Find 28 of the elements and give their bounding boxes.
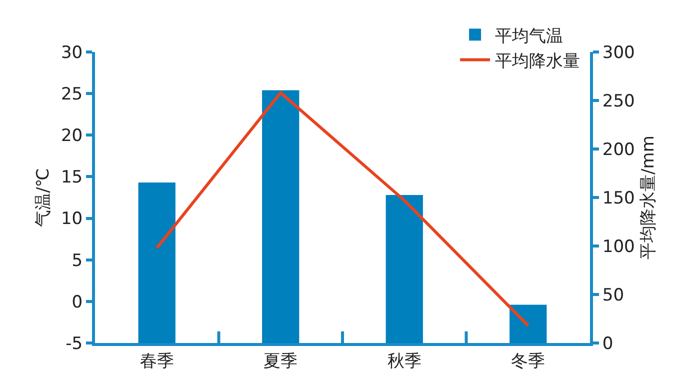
x-tick-label: 冬季 [511,351,546,372]
y2-tick-label: 300 [602,42,635,63]
y2-axis-title: 平均降水量/mm [638,136,658,260]
y-tick-label: -5 [66,334,83,354]
y-axis-title: 气温/℃ [34,168,54,227]
y-tick-label: 15 [60,168,83,188]
y2-tick-label: 50 [602,285,624,306]
x-tick-label: 秋季 [387,351,422,372]
y-tick-label: 25 [60,84,83,105]
y-tick-label: 30 [60,42,83,63]
bar [138,182,176,343]
y2-tick-label: 0 [602,334,614,354]
line-series [155,91,530,328]
legend-label: 平均降水量 [495,51,580,72]
y2-tick-label: 200 [602,140,635,160]
bar [386,195,423,343]
y2-tick-label: 100 [602,236,635,257]
x-tick-label: 夏季 [264,351,298,372]
bar [510,304,547,343]
y2-tick-label: 250 [602,91,635,112]
y-tick-label: 10 [60,209,83,230]
y-tick-label: 20 [60,126,83,146]
y2-tick-label: 150 [602,188,635,208]
legend-label: 平均气温 [495,26,564,46]
bar [262,90,300,343]
y-tick-label: 0 [72,292,83,312]
x-tick-label: 春季 [140,351,174,372]
y-tick-label: 5 [72,250,83,271]
